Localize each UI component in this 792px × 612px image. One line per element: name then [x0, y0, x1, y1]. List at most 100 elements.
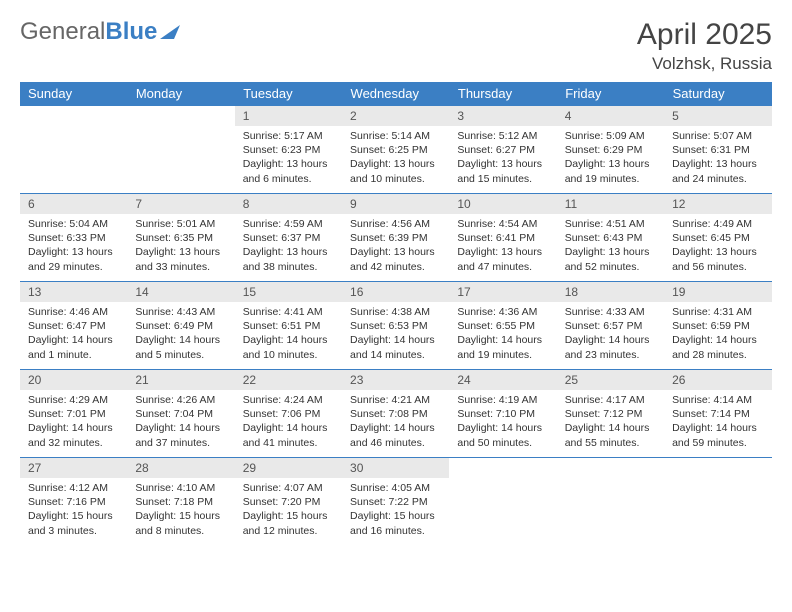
day-number: 30 — [342, 458, 449, 478]
day-number: 3 — [449, 106, 556, 126]
calendar-cell: 13Sunrise: 4:46 AMSunset: 6:47 PMDayligh… — [20, 282, 127, 370]
day-number: 6 — [20, 194, 127, 214]
weekday-header: Saturday — [664, 82, 771, 106]
day-details: Sunrise: 4:51 AMSunset: 6:43 PMDaylight:… — [557, 214, 664, 280]
calendar-cell — [127, 106, 234, 194]
calendar-cell: 5Sunrise: 5:07 AMSunset: 6:31 PMDaylight… — [664, 106, 771, 194]
logo-text-1: General — [20, 18, 105, 46]
day-details: Sunrise: 4:05 AMSunset: 7:22 PMDaylight:… — [342, 478, 449, 544]
day-details: Sunrise: 4:33 AMSunset: 6:57 PMDaylight:… — [557, 302, 664, 368]
calendar-cell: 30Sunrise: 4:05 AMSunset: 7:22 PMDayligh… — [342, 458, 449, 546]
day-number: 8 — [235, 194, 342, 214]
day-details: Sunrise: 4:41 AMSunset: 6:51 PMDaylight:… — [235, 302, 342, 368]
day-number: 4 — [557, 106, 664, 126]
calendar-cell: 25Sunrise: 4:17 AMSunset: 7:12 PMDayligh… — [557, 370, 664, 458]
calendar-cell: 23Sunrise: 4:21 AMSunset: 7:08 PMDayligh… — [342, 370, 449, 458]
calendar-cell: 3Sunrise: 5:12 AMSunset: 6:27 PMDaylight… — [449, 106, 556, 194]
day-number: 27 — [20, 458, 127, 478]
day-details: Sunrise: 5:17 AMSunset: 6:23 PMDaylight:… — [235, 126, 342, 192]
day-number: 29 — [235, 458, 342, 478]
day-number: 21 — [127, 370, 234, 390]
day-number: 26 — [664, 370, 771, 390]
day-number: 25 — [557, 370, 664, 390]
calendar-cell: 22Sunrise: 4:24 AMSunset: 7:06 PMDayligh… — [235, 370, 342, 458]
calendar-table: SundayMondayTuesdayWednesdayThursdayFrid… — [20, 82, 772, 546]
day-number: 16 — [342, 282, 449, 302]
day-details: Sunrise: 4:21 AMSunset: 7:08 PMDaylight:… — [342, 390, 449, 456]
weekday-header: Wednesday — [342, 82, 449, 106]
calendar-cell: 4Sunrise: 5:09 AMSunset: 6:29 PMDaylight… — [557, 106, 664, 194]
day-details: Sunrise: 4:31 AMSunset: 6:59 PMDaylight:… — [664, 302, 771, 368]
day-number: 9 — [342, 194, 449, 214]
day-details: Sunrise: 5:12 AMSunset: 6:27 PMDaylight:… — [449, 126, 556, 192]
day-number: 17 — [449, 282, 556, 302]
day-number: 19 — [664, 282, 771, 302]
day-number: 5 — [664, 106, 771, 126]
day-details: Sunrise: 5:14 AMSunset: 6:25 PMDaylight:… — [342, 126, 449, 192]
calendar-cell: 14Sunrise: 4:43 AMSunset: 6:49 PMDayligh… — [127, 282, 234, 370]
day-number: 14 — [127, 282, 234, 302]
day-details: Sunrise: 4:19 AMSunset: 7:10 PMDaylight:… — [449, 390, 556, 456]
calendar-cell: 18Sunrise: 4:33 AMSunset: 6:57 PMDayligh… — [557, 282, 664, 370]
day-details: Sunrise: 4:10 AMSunset: 7:18 PMDaylight:… — [127, 478, 234, 544]
calendar-cell: 10Sunrise: 4:54 AMSunset: 6:41 PMDayligh… — [449, 194, 556, 282]
calendar-cell — [449, 458, 556, 546]
calendar-cell: 29Sunrise: 4:07 AMSunset: 7:20 PMDayligh… — [235, 458, 342, 546]
day-details: Sunrise: 4:54 AMSunset: 6:41 PMDaylight:… — [449, 214, 556, 280]
day-details: Sunrise: 4:59 AMSunset: 6:37 PMDaylight:… — [235, 214, 342, 280]
logo-text-2: Blue — [105, 18, 157, 46]
calendar-cell: 11Sunrise: 4:51 AMSunset: 6:43 PMDayligh… — [557, 194, 664, 282]
logo: GeneralBlue — [20, 18, 180, 46]
day-number: 18 — [557, 282, 664, 302]
calendar-cell: 20Sunrise: 4:29 AMSunset: 7:01 PMDayligh… — [20, 370, 127, 458]
weekday-header: Tuesday — [235, 82, 342, 106]
calendar-cell: 19Sunrise: 4:31 AMSunset: 6:59 PMDayligh… — [664, 282, 771, 370]
calendar-cell: 8Sunrise: 4:59 AMSunset: 6:37 PMDaylight… — [235, 194, 342, 282]
calendar-cell: 24Sunrise: 4:19 AMSunset: 7:10 PMDayligh… — [449, 370, 556, 458]
calendar-cell: 7Sunrise: 5:01 AMSunset: 6:35 PMDaylight… — [127, 194, 234, 282]
calendar-cell: 15Sunrise: 4:41 AMSunset: 6:51 PMDayligh… — [235, 282, 342, 370]
day-number: 23 — [342, 370, 449, 390]
day-details: Sunrise: 4:17 AMSunset: 7:12 PMDaylight:… — [557, 390, 664, 456]
calendar-cell: 17Sunrise: 4:36 AMSunset: 6:55 PMDayligh… — [449, 282, 556, 370]
day-details: Sunrise: 4:07 AMSunset: 7:20 PMDaylight:… — [235, 478, 342, 544]
logo-triangle-icon — [160, 18, 180, 46]
day-details: Sunrise: 4:46 AMSunset: 6:47 PMDaylight:… — [20, 302, 127, 368]
calendar-cell: 12Sunrise: 4:49 AMSunset: 6:45 PMDayligh… — [664, 194, 771, 282]
day-details: Sunrise: 4:38 AMSunset: 6:53 PMDaylight:… — [342, 302, 449, 368]
day-details: Sunrise: 4:43 AMSunset: 6:49 PMDaylight:… — [127, 302, 234, 368]
day-number: 15 — [235, 282, 342, 302]
day-number: 22 — [235, 370, 342, 390]
calendar-cell: 6Sunrise: 5:04 AMSunset: 6:33 PMDaylight… — [20, 194, 127, 282]
day-number: 28 — [127, 458, 234, 478]
calendar-cell — [664, 458, 771, 546]
day-number: 24 — [449, 370, 556, 390]
day-number: 10 — [449, 194, 556, 214]
day-details: Sunrise: 4:14 AMSunset: 7:14 PMDaylight:… — [664, 390, 771, 456]
day-number: 1 — [235, 106, 342, 126]
calendar-cell — [20, 106, 127, 194]
calendar-cell: 16Sunrise: 4:38 AMSunset: 6:53 PMDayligh… — [342, 282, 449, 370]
day-details: Sunrise: 4:56 AMSunset: 6:39 PMDaylight:… — [342, 214, 449, 280]
calendar-cell: 27Sunrise: 4:12 AMSunset: 7:16 PMDayligh… — [20, 458, 127, 546]
location-subtitle: Volzhsk, Russia — [637, 54, 772, 74]
day-details: Sunrise: 5:07 AMSunset: 6:31 PMDaylight:… — [664, 126, 771, 192]
day-details: Sunrise: 4:29 AMSunset: 7:01 PMDaylight:… — [20, 390, 127, 456]
day-number: 11 — [557, 194, 664, 214]
day-number: 13 — [20, 282, 127, 302]
calendar-cell: 21Sunrise: 4:26 AMSunset: 7:04 PMDayligh… — [127, 370, 234, 458]
calendar-cell: 1Sunrise: 5:17 AMSunset: 6:23 PMDaylight… — [235, 106, 342, 194]
calendar-cell: 2Sunrise: 5:14 AMSunset: 6:25 PMDaylight… — [342, 106, 449, 194]
day-details: Sunrise: 4:12 AMSunset: 7:16 PMDaylight:… — [20, 478, 127, 544]
weekday-header: Sunday — [20, 82, 127, 106]
calendar-cell: 9Sunrise: 4:56 AMSunset: 6:39 PMDaylight… — [342, 194, 449, 282]
day-details: Sunrise: 4:24 AMSunset: 7:06 PMDaylight:… — [235, 390, 342, 456]
day-details: Sunrise: 4:26 AMSunset: 7:04 PMDaylight:… — [127, 390, 234, 456]
day-number: 20 — [20, 370, 127, 390]
weekday-header: Monday — [127, 82, 234, 106]
calendar-cell: 28Sunrise: 4:10 AMSunset: 7:18 PMDayligh… — [127, 458, 234, 546]
page-title: April 2025 — [637, 18, 772, 52]
day-details: Sunrise: 5:09 AMSunset: 6:29 PMDaylight:… — [557, 126, 664, 192]
day-number: 12 — [664, 194, 771, 214]
calendar-cell — [557, 458, 664, 546]
